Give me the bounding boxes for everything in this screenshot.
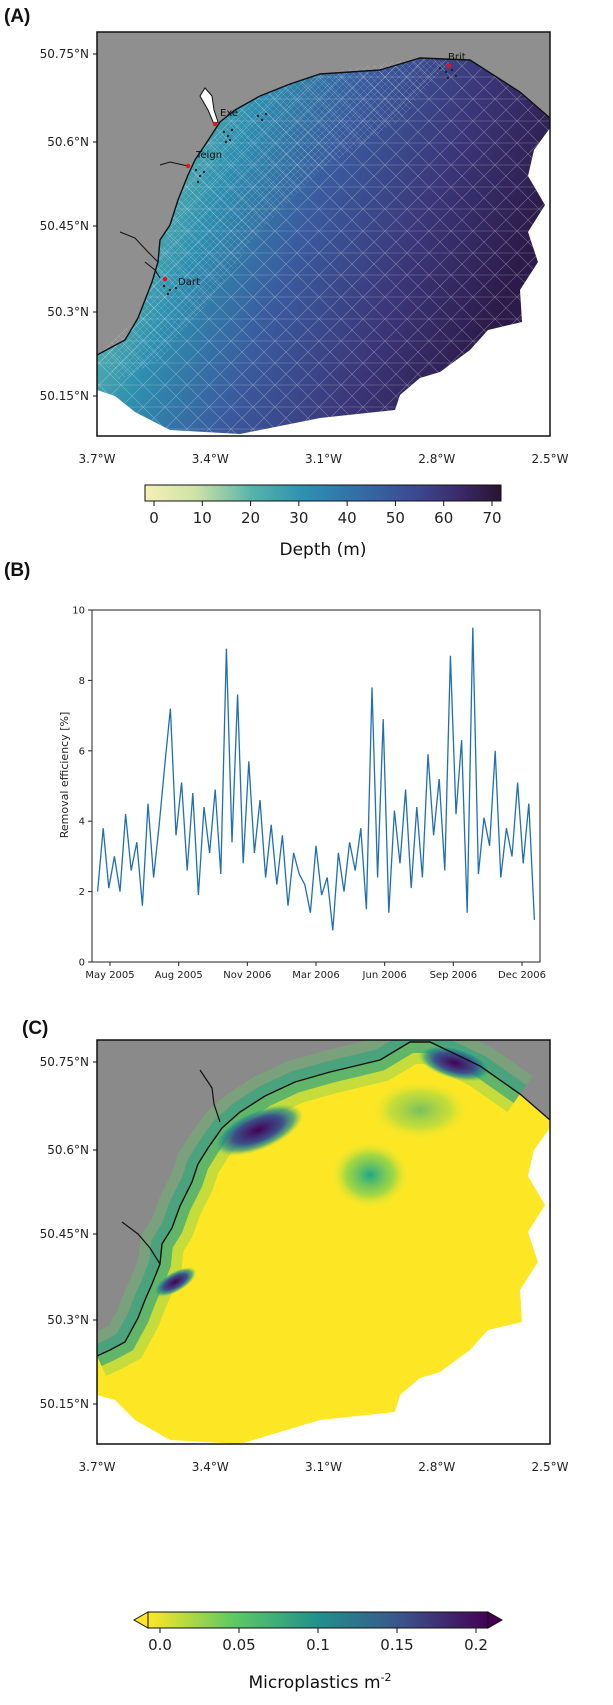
map-c-lat-tick: 50.3°N — [47, 1313, 89, 1327]
map-a-lon-tick: 3.1°W — [305, 452, 342, 466]
colorbar-extend-max — [487, 1611, 504, 1629]
x-tick-label: Mar 2006 — [292, 970, 340, 981]
land-c — [97, 1040, 550, 1356]
y-tick-label: 6 — [79, 746, 85, 757]
panel-b-letter: (B) — [4, 560, 31, 581]
removal-efficiency-chart: 0 2 4 6 8 10 May 2005 Aug 2005 Nov 2006 Mar 2006… — [58, 606, 546, 982]
map-a-lon-tick: 2.5°W — [532, 452, 569, 466]
microplastics-colorbar-label: Microplastics m-2 — [248, 1671, 391, 1693]
map-a-lat-tick: 50.6°N — [47, 135, 89, 149]
x-tick-label: Dec 2006 — [498, 970, 546, 981]
map-c-lat-tick: 50.75°N — [40, 1055, 89, 1069]
depth-colorbar-tick: 50 — [386, 509, 405, 527]
map-c-lat-tick: 50.6°N — [47, 1143, 89, 1157]
map-c-lon-tick: 2.5°W — [532, 1460, 569, 1474]
map-c-lat-tick: 50.45°N — [40, 1227, 89, 1241]
x-tick-label: Nov 2006 — [223, 970, 271, 981]
microplastics-colorbar-tick: 0.15 — [380, 1636, 413, 1654]
map-a-lat-tick: 50.75°N — [40, 47, 89, 61]
microplastics-colorbar-tick: 0.1 — [306, 1636, 330, 1654]
panel-c-letter: (C) — [22, 1018, 49, 1039]
map-a-lat-tick: 50.3°N — [47, 305, 89, 319]
y-tick-label: 0 — [79, 958, 85, 969]
map-c-lon-tick: 3.7°W — [79, 1460, 116, 1474]
depth-colorbar-tick: 10 — [193, 509, 212, 527]
place-label-brit: Brit — [448, 52, 466, 63]
microplastics-colorbar — [147, 1611, 489, 1629]
x-tick-label: May 2005 — [85, 970, 134, 981]
microplastics-colorbar-tick: 0.05 — [222, 1636, 255, 1654]
y-axis-label: Removal efficiency [%] — [58, 712, 71, 839]
chart-frame — [91, 609, 541, 963]
map-a-lat-tick: 50.45°N — [40, 219, 89, 233]
place-label-exe: Exe — [220, 108, 238, 119]
depth-colorbar-label: Depth (m) — [279, 540, 366, 560]
map-a-lon-tick: 2.8°W — [418, 452, 455, 466]
depth-colorbar-tick: 0 — [149, 509, 159, 527]
panel-a-letter: (A) — [4, 6, 31, 27]
sea-domain-c — [97, 1042, 550, 1444]
microplastics-map: 50.75°N 50.6°N 50.45°N 50.3°N 50.15°N 3.7°W 3… — [40, 1039, 569, 1693]
map-a-lon-tick: 3.7°W — [79, 452, 116, 466]
microplastics-colorbar-tick: 0.2 — [464, 1636, 488, 1654]
x-tick-label: Sep 2006 — [430, 970, 477, 981]
place-label-dart: Dart — [178, 277, 200, 288]
y-tick-label: 2 — [79, 887, 85, 898]
depth-colorbar-tick: 20 — [241, 509, 260, 527]
map-a-lon-tick: 3.4°W — [192, 452, 229, 466]
map-c-lon-tick: 3.1°W — [305, 1460, 342, 1474]
microplastics-colorbar-tick: 0.0 — [148, 1636, 172, 1654]
y-tick-label: 10 — [72, 606, 85, 617]
depth-map: Brit Exe Teign Dart 50.75°N 50.6°N 50.45°N… — [40, 31, 569, 560]
x-tick-label: Jun 2006 — [362, 970, 407, 981]
depth-colorbar-tick: 70 — [482, 509, 501, 527]
map-c-lat-tick: 50.15°N — [40, 1397, 89, 1411]
map-c-lon-tick: 3.4°W — [192, 1460, 229, 1474]
depth-colorbar-tick: 60 — [434, 509, 453, 527]
depth-colorbar-tick: 40 — [338, 509, 357, 527]
y-tick-label: 8 — [79, 676, 85, 687]
map-c-lon-tick: 2.8°W — [418, 1460, 455, 1474]
removal-efficiency-line — [96, 627, 536, 931]
depth-colorbar — [144, 484, 502, 502]
colorbar-extend-min — [132, 1611, 149, 1629]
place-label-teign: Teign — [195, 150, 222, 161]
y-tick-label: 4 — [79, 817, 85, 828]
depth-colorbar-tick: 30 — [289, 509, 308, 527]
x-tick-label: Aug 2005 — [155, 970, 203, 981]
map-a-lat-tick: 50.15°N — [40, 389, 89, 403]
